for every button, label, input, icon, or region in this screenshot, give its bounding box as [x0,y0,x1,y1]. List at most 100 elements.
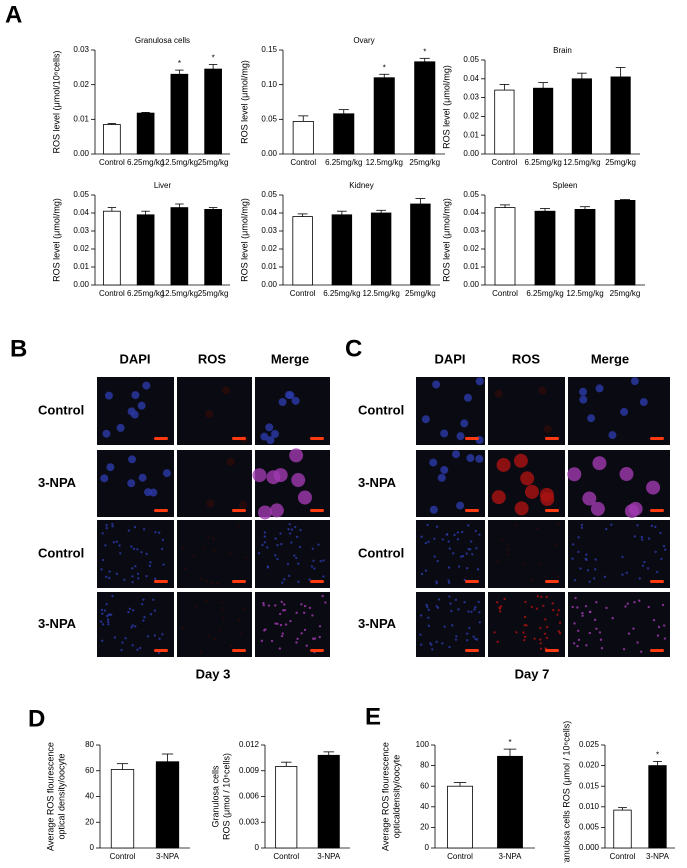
cell [424,569,428,572]
cell [193,554,196,557]
cell [101,612,104,615]
cell [478,533,481,536]
y-tick-label: 0.04 [73,208,89,217]
cell [295,611,298,615]
scale-bar [545,437,559,440]
cell [317,543,320,546]
cell [450,609,453,613]
row-label: 3-NPA [38,616,77,631]
cell [107,623,110,626]
cell [661,603,665,607]
y-tick-label: 0.01 [463,130,479,139]
bar [414,61,436,155]
y-tick-label: 0.01 [73,114,89,123]
y-tick-label: 20 [420,823,429,832]
cell [647,537,651,540]
cell [636,524,639,527]
caption: Day 3 [196,666,231,681]
cell [659,531,662,535]
cell [556,613,559,616]
cell [287,574,291,578]
cell [475,638,479,641]
cell [580,523,584,527]
cell [539,638,542,641]
cell [280,600,283,604]
y-tick-label: 0.00 [463,280,479,289]
cell [624,605,627,608]
caption: Day 7 [515,666,550,681]
y-tick-label: 0.012 [239,740,260,749]
scale-bar [545,649,559,652]
cell [493,631,496,634]
cell [515,631,518,634]
cell [100,474,109,483]
y-tick-label: 0 [425,843,430,852]
cell [100,639,104,643]
y-tick-label: 0.015 [579,781,600,790]
cell [465,639,469,642]
cell [448,595,451,598]
cell [206,499,215,508]
cell [427,616,430,620]
cell [627,632,631,635]
y-tick-label: 0.006 [239,792,260,801]
micrograph [488,377,565,445]
cell [124,636,127,640]
x-tick-label: 6.25mg/kg [323,289,360,298]
scale-bar [232,580,246,583]
cell [662,624,666,627]
cell [558,631,562,635]
cell [162,563,165,566]
row-label: 3-NPA [38,475,77,490]
cell [426,523,429,527]
cell [105,614,109,618]
cell [115,572,119,576]
cell [440,429,449,438]
x-tick-label: 12.5mg/kg [563,158,600,167]
cell [105,526,108,530]
cell [557,523,560,526]
cell [536,594,540,598]
scale-bar [310,649,324,652]
cell [454,638,458,641]
cell [263,531,267,534]
scale-bar [310,509,324,512]
cell [283,609,287,612]
chart-title: Granulosa cells [135,36,190,45]
bar [648,765,667,849]
cell [465,552,468,555]
y-tick-label: 0.009 [239,766,260,775]
cell [506,543,509,547]
cell [440,465,449,474]
cell [239,500,248,509]
cell [475,547,478,550]
cell [456,501,465,510]
cell [242,607,245,611]
cell [313,567,316,570]
cell [262,601,265,605]
y-tick-label: 0 [90,843,95,852]
cell [134,625,137,628]
cell [427,624,431,628]
cell [496,560,500,563]
cell [443,625,446,628]
cell [136,648,139,651]
column-header: Merge [591,351,629,366]
bar [103,210,121,286]
cell [322,575,325,578]
cell [640,538,644,541]
cell [530,605,534,609]
cell [303,604,307,608]
cell [100,608,104,612]
cell [474,606,477,609]
cell [205,599,208,603]
cell [298,545,302,549]
cell [131,580,134,584]
cell [322,559,325,562]
y-tick-label: 0.03 [463,226,479,235]
cell [585,644,588,647]
cell [145,552,148,556]
cell [138,473,147,482]
x-tick-label: 6.25mg/kg [526,289,563,298]
cell [236,524,240,527]
